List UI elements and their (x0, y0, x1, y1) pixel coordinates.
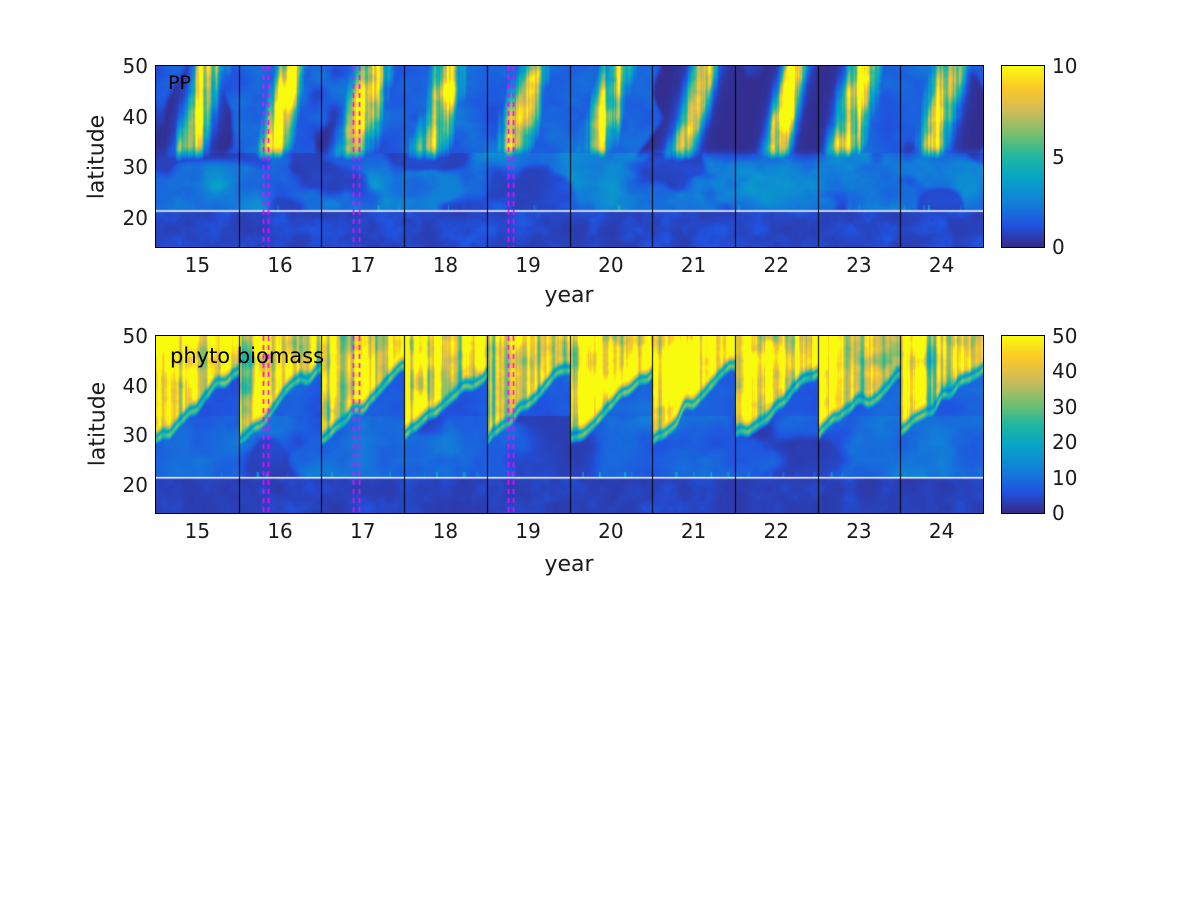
pp-colorbar (1001, 65, 1045, 248)
biomass-heatmap (155, 335, 984, 514)
biomass-colorbar-tick-10: 10 (1052, 465, 1078, 490)
biomass-x-tick-19: 19 (515, 519, 541, 543)
pp-xaxis-label: year (544, 283, 594, 308)
biomass-x-tick-18: 18 (432, 519, 459, 543)
biomass-y-tick-50: 50 (122, 324, 148, 348)
pp-x-tick-19: 19 (515, 253, 541, 277)
pp-y-tick-50: 50 (122, 54, 148, 78)
biomass-colorbar-tick-40: 40 (1052, 359, 1078, 384)
pp-x-tick-15: 15 (184, 253, 211, 277)
biomass-x-tick-22: 22 (763, 519, 789, 543)
biomass-x-tick-23: 23 (846, 519, 872, 543)
pp-x-tick-18: 18 (432, 253, 459, 277)
biomass-colorbar (1001, 335, 1045, 514)
biomass-colorbar-tick-30: 30 (1052, 394, 1078, 419)
pp-colorbar-tick-10: 10 (1052, 54, 1078, 78)
biomass-colorbar-tick-0: 0 (1052, 501, 1065, 525)
biomass-y-tick-20: 20 (122, 472, 148, 497)
pp-heatmap (155, 65, 984, 248)
biomass-y-tick-40: 40 (122, 373, 148, 398)
pp-x-tick-24: 24 (928, 253, 955, 277)
pp-y-tick-40: 40 (122, 104, 148, 129)
biomass-x-tick-16: 16 (267, 519, 293, 543)
biomass-panel-title: phyto biomass (170, 344, 325, 368)
pp-x-tick-22: 22 (763, 253, 789, 277)
pp-x-tick-20: 20 (598, 253, 624, 277)
pp-x-tick-17: 17 (350, 253, 376, 277)
pp-y-tick-30: 30 (122, 155, 148, 180)
biomass-y-tick-30: 30 (122, 423, 148, 448)
biomass-x-tick-17: 17 (350, 519, 376, 543)
biomass-x-tick-21: 21 (680, 519, 707, 543)
biomass-x-tick-24: 24 (928, 519, 955, 543)
pp-colorbar-tick-5: 5 (1052, 144, 1065, 169)
pp-colorbar-tick-0: 0 (1052, 235, 1065, 259)
pp-panel-title: PP (168, 72, 191, 94)
biomass-xaxis-label: year (544, 552, 594, 577)
pp-y-tick-20: 20 (122, 206, 148, 231)
pp-x-tick-16: 16 (267, 253, 293, 277)
pp-x-tick-21: 21 (680, 253, 707, 277)
biomass-colorbar-tick-20: 20 (1052, 430, 1078, 455)
pp-x-tick-23: 23 (846, 253, 872, 277)
biomass-x-tick-15: 15 (184, 519, 211, 543)
biomass-colorbar-tick-50: 50 (1052, 324, 1078, 348)
biomass-x-tick-20: 20 (598, 519, 624, 543)
